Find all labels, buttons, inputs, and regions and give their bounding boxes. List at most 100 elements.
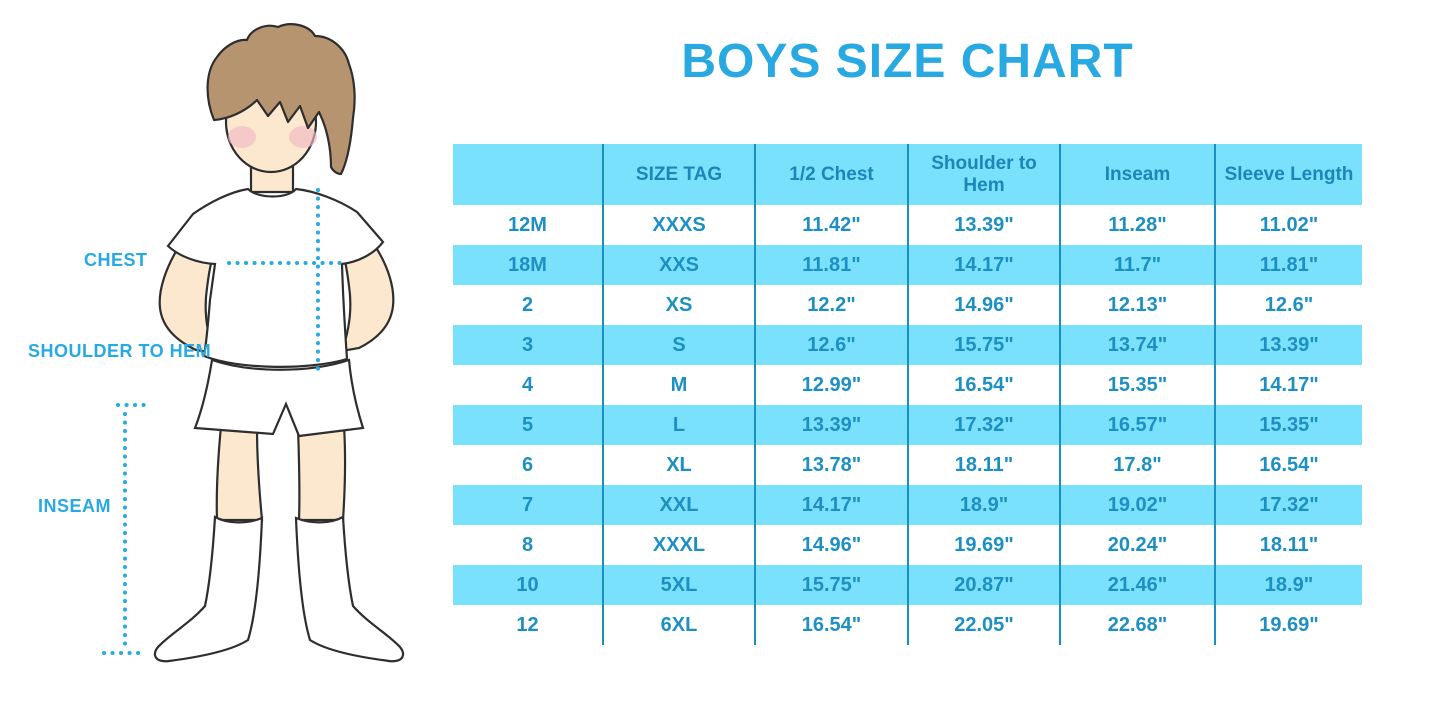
size-cell: 2 [453,285,604,325]
inseam-label: INSEAM [38,496,112,516]
size-cell: 16.57" [1060,405,1216,445]
table-row: 7 XXL 14.17" 18.9" 19.02" 17.32" [453,485,1362,525]
size-cell: 13.39" [908,205,1061,245]
size-cell: 20.87" [908,565,1061,605]
table-row: 4 M 12.99" 16.54" 15.35" 14.17" [453,365,1362,405]
column-header: SIZE TAG [603,144,756,205]
size-cell: 15.35" [1060,365,1216,405]
size-cell: 16.54" [908,365,1061,405]
table-row: 12 6XL 16.54" 22.05" 22.68" 19.69" [453,605,1362,645]
size-cell: 13.39" [1215,325,1362,365]
size-cell: 18.9" [908,485,1061,525]
table-row: 8 XXXL 14.96" 19.69" 20.24" 18.11" [453,525,1362,565]
size-cell: 7 [453,485,604,525]
size-cell: XXXL [603,525,756,565]
t-shirt [166,187,385,369]
size-cell: 13.78" [755,445,909,485]
table-body: 12M XXXS 11.42" 13.39" 11.28" 11.02" 18M XXS 11.… [453,205,1362,645]
right-sock [294,515,405,663]
column-header: 1/2 Chest [755,144,909,205]
table-row: 5 L 13.39" 17.32" 16.57" 15.35" [453,405,1362,445]
size-cell: 4 [453,365,604,405]
table-row: 18M XXS 11.81" 14.17" 11.7" 11.81" [453,245,1362,285]
table-row: 10 5XL 15.75" 20.87" 21.46" 18.9" [453,565,1362,605]
column-header: Sleeve Length [1215,144,1362,205]
shoulder-to-hem-label: SHOULDER TO HEM [28,341,212,361]
socks [153,515,405,663]
size-cell: 20.24" [1060,525,1216,565]
page-title: BOYS SIZE CHART [681,35,1134,88]
chest-label: CHEST [84,250,148,270]
size-cell: 12M [453,205,604,245]
size-cell: 3 [453,325,604,365]
table-row: 3 S 12.6" 15.75" 13.74" 13.39" [453,325,1362,365]
size-chart-panel: BOYS SIZE CHART SIZE TAG 1/2 Chest Shoulde… [453,0,1362,723]
size-cell: 22.68" [1060,605,1216,645]
size-cell: 11.02" [1215,205,1362,245]
size-cell: 19.02" [1060,485,1216,525]
size-cell: 13.74" [1060,325,1216,365]
column-header [453,144,604,205]
size-cell: 19.69" [908,525,1061,565]
size-cell: 17.32" [908,405,1061,445]
size-cell: 6XL [603,605,756,645]
size-cell: XXXS [603,205,756,245]
size-cell: XXS [603,245,756,285]
size-cell: 12 [453,605,604,645]
arms [158,244,395,355]
size-cell: XXL [603,485,756,525]
size-cell: 14.17" [1215,365,1362,405]
inseam-measure-line [102,403,146,655]
size-cell: 11.81" [1215,245,1362,285]
size-cell: 12.6" [755,325,909,365]
size-cell: 14.17" [908,245,1061,285]
size-cell: 15.75" [755,565,909,605]
size-cell: 11.28" [1060,205,1216,245]
size-cell: 11.42" [755,205,909,245]
size-cell: 13.39" [755,405,909,445]
size-cell: XL [603,445,756,485]
size-cell: 8 [453,525,604,565]
legs [215,424,347,522]
size-cell: M [603,365,756,405]
size-cell: 18.11" [908,445,1061,485]
size-cell: 5 [453,405,604,445]
size-cell: 12.2" [755,285,909,325]
size-cell: 18M [453,245,604,285]
size-cell: 14.96" [908,285,1061,325]
column-header: Inseam [1060,144,1216,205]
size-cell: 18.11" [1215,525,1362,565]
size-cell: 14.17" [755,485,909,525]
table-row: 12M XXXS 11.42" 13.39" 11.28" 11.02" [453,205,1362,245]
right-blush [289,126,317,148]
size-cell: 5XL [603,565,756,605]
size-cell: L [603,405,756,445]
size-cell: 16.54" [1215,445,1362,485]
left-blush [228,126,256,148]
size-cell: 10 [453,565,604,605]
size-cell: 14.96" [755,525,909,565]
table-row: 6 XL 13.78" 18.11" 17.8" 16.54" [453,445,1362,485]
size-cell: 11.81" [755,245,909,285]
hair [206,23,356,176]
size-cell: 6 [453,445,604,485]
size-cell: 15.75" [908,325,1061,365]
size-table: SIZE TAG 1/2 Chest Shoulder to Hem Inseam Sl… [453,144,1362,645]
left-sock [153,515,264,663]
column-header: Shoulder to Hem [908,144,1061,205]
size-cell: 17.32" [1215,485,1362,525]
size-cell: XS [603,285,756,325]
shorts [193,358,365,438]
boy-figure-illustration [102,23,405,663]
figure-panel: CHEST SHOULDER TO HEM INSEAM [0,0,450,723]
size-cell: 17.8" [1060,445,1216,485]
size-cell: 18.9" [1215,565,1362,605]
size-cell: 15.35" [1215,405,1362,445]
size-cell: 19.69" [1215,605,1362,645]
table-row: 2 XS 12.2" 14.96" 12.13" 12.6" [453,285,1362,325]
size-cell: 12.6" [1215,285,1362,325]
size-cell: 12.13" [1060,285,1216,325]
size-cell: 22.05" [908,605,1061,645]
table-header-row: SIZE TAG 1/2 Chest Shoulder to Hem Inseam Sl… [453,144,1362,205]
